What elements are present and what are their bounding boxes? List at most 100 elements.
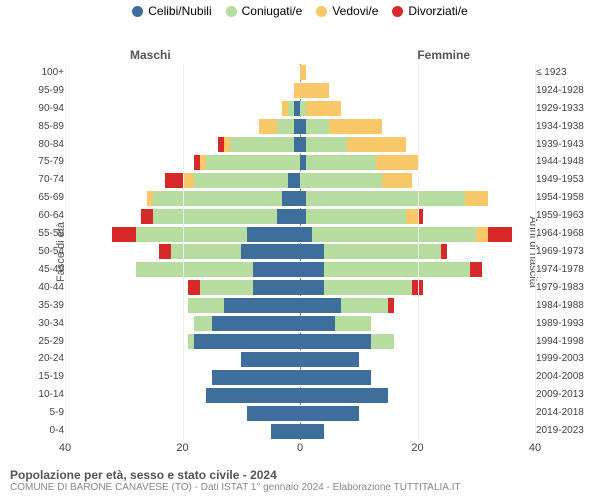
seg-coniugati: [324, 244, 442, 259]
legend-item: Celibi/Nubili: [132, 4, 211, 18]
seg-celibi: [277, 209, 301, 224]
age-row: [65, 386, 535, 404]
seg-celibi: [253, 262, 300, 277]
pyramid-chart: Maschi Femmine 0-45-910-1415-1920-2425-2…: [10, 26, 590, 466]
age-row: [65, 225, 535, 243]
seg-coniugati: [171, 244, 242, 259]
legend-label: Coniugati/e: [242, 4, 303, 18]
legend-label: Vedovi/e: [332, 4, 378, 18]
seg-coniugati: [230, 137, 295, 152]
seg-celibi: [241, 352, 300, 367]
age-row: [65, 136, 535, 154]
seg-vedovi: [183, 173, 195, 188]
plot-area: Fasce di età Anni di nascita: [65, 64, 535, 440]
birth-tick: 1949-1953: [536, 171, 586, 189]
birth-tick: 2009-2013: [536, 386, 586, 404]
birth-tick: 1934-1938: [536, 118, 586, 136]
age-tick: 85-89: [14, 118, 64, 136]
seg-celibi: [300, 370, 371, 385]
seg-vedovi: [329, 119, 382, 134]
birth-tick: 1969-1973: [536, 243, 586, 261]
legend: Celibi/Nubili Coniugati/e Vedovi/e Divorzia…: [0, 0, 600, 22]
legend-swatch: [316, 6, 327, 17]
seg-divorziati: [159, 244, 171, 259]
seg-celibi: [288, 173, 300, 188]
age-row: [65, 243, 535, 261]
seg-celibi: [194, 334, 300, 349]
legend-swatch: [132, 6, 143, 17]
seg-coniugati: [306, 209, 406, 224]
birth-tick: 1994-1998: [536, 333, 586, 351]
birth-tick: 1929-1933: [536, 100, 586, 118]
age-row: [65, 350, 535, 368]
grid-line: [65, 64, 66, 440]
age-row: [65, 154, 535, 172]
x-tick: 20: [176, 442, 188, 454]
age-row: [65, 261, 535, 279]
seg-celibi: [300, 280, 324, 295]
birth-tick: 1999-2003: [536, 350, 586, 368]
age-row: [65, 100, 535, 118]
seg-coniugati: [371, 334, 395, 349]
seg-celibi: [206, 388, 300, 403]
seg-coniugati: [341, 298, 388, 313]
age-tick: 30-34: [14, 315, 64, 333]
grid-line: [418, 64, 419, 440]
seg-celibi: [271, 424, 300, 439]
seg-celibi: [253, 280, 300, 295]
age-row: [65, 82, 535, 100]
seg-divorziati: [188, 280, 200, 295]
age-tick: 70-74: [14, 171, 64, 189]
label-femmine: Femmine: [417, 48, 470, 62]
age-row: [65, 368, 535, 386]
seg-celibi: [300, 406, 359, 421]
seg-divorziati: [470, 262, 482, 277]
seg-coniugati: [206, 155, 300, 170]
seg-vedovi: [300, 65, 306, 80]
seg-coniugati: [324, 280, 412, 295]
caption: Popolazione per età, sesso e stato civil…: [0, 466, 600, 493]
age-tick: 35-39: [14, 297, 64, 315]
seg-vedovi: [300, 83, 329, 98]
birth-tick: 1989-1993: [536, 315, 586, 333]
seg-celibi: [300, 424, 324, 439]
age-row: [65, 297, 535, 315]
seg-vedovi: [347, 137, 406, 152]
birth-tick: 1959-1963: [536, 207, 586, 225]
birth-tick: 1939-1943: [536, 136, 586, 154]
seg-divorziati: [112, 227, 136, 242]
legend-item: Divorziati/e: [392, 4, 467, 18]
seg-celibi: [300, 352, 359, 367]
seg-celibi: [224, 298, 300, 313]
caption-title: Popolazione per età, sesso e stato civil…: [10, 468, 590, 482]
age-tick: 0-4: [14, 422, 64, 440]
seg-vedovi: [382, 173, 411, 188]
seg-coniugati: [335, 316, 370, 331]
caption-sub: COMUNE DI BARONE CANAVESE (TO) - Dati IS…: [10, 482, 590, 493]
x-tick: 20: [411, 442, 423, 454]
y-axis-birth: 2019-20232014-20182009-20132004-20081999…: [536, 64, 586, 440]
seg-celibi: [300, 244, 324, 259]
seg-divorziati: [141, 209, 153, 224]
x-axis-ticks: 402002040: [65, 442, 535, 456]
seg-coniugati: [312, 227, 477, 242]
seg-vedovi: [465, 191, 489, 206]
age-tick: 75-79: [14, 154, 64, 172]
seg-celibi: [282, 191, 300, 206]
age-tick: 5-9: [14, 404, 64, 422]
age-tick: 100+: [14, 64, 64, 82]
label-maschi: Maschi: [130, 48, 171, 62]
seg-coniugati: [194, 173, 288, 188]
grid-line: [535, 64, 536, 440]
seg-celibi: [300, 334, 371, 349]
seg-divorziati: [388, 298, 394, 313]
birth-tick: 1979-1983: [536, 279, 586, 297]
seg-coniugati: [136, 227, 248, 242]
seg-vedovi: [306, 101, 341, 116]
seg-coniugati: [153, 209, 276, 224]
age-tick: 20-24: [14, 350, 64, 368]
seg-celibi: [300, 298, 341, 313]
seg-celibi: [212, 316, 300, 331]
seg-coniugati: [306, 137, 347, 152]
age-row: [65, 422, 535, 440]
